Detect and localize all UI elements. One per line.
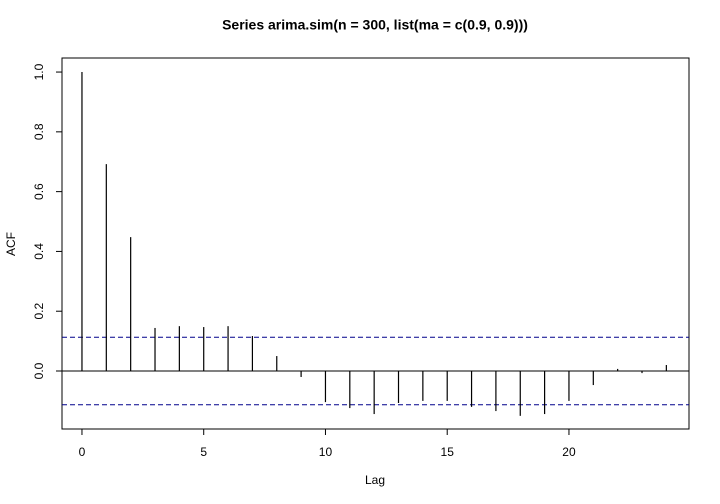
y-tick-label: 0.0 — [32, 362, 46, 379]
x-tick-label: 5 — [200, 445, 207, 459]
y-axis-label: ACF — [4, 232, 18, 256]
y-tick-label: 0.4 — [32, 243, 46, 260]
x-tick-label: 20 — [562, 445, 576, 459]
y-tick-label: 0.2 — [32, 303, 46, 320]
chart-title: Series arima.sim(n = 300, list(ma = c(0.… — [222, 17, 528, 33]
x-tick-label: 0 — [79, 445, 86, 459]
x-tick-label: 10 — [319, 445, 333, 459]
y-tick-label: 0.8 — [32, 123, 46, 140]
y-tick-label: 0.6 — [32, 183, 46, 200]
plot-frame — [61, 57, 690, 430]
x-axis-label: Lag — [365, 473, 385, 487]
x-tick-label: 15 — [441, 445, 455, 459]
y-tick-label: 1.0 — [32, 63, 46, 80]
